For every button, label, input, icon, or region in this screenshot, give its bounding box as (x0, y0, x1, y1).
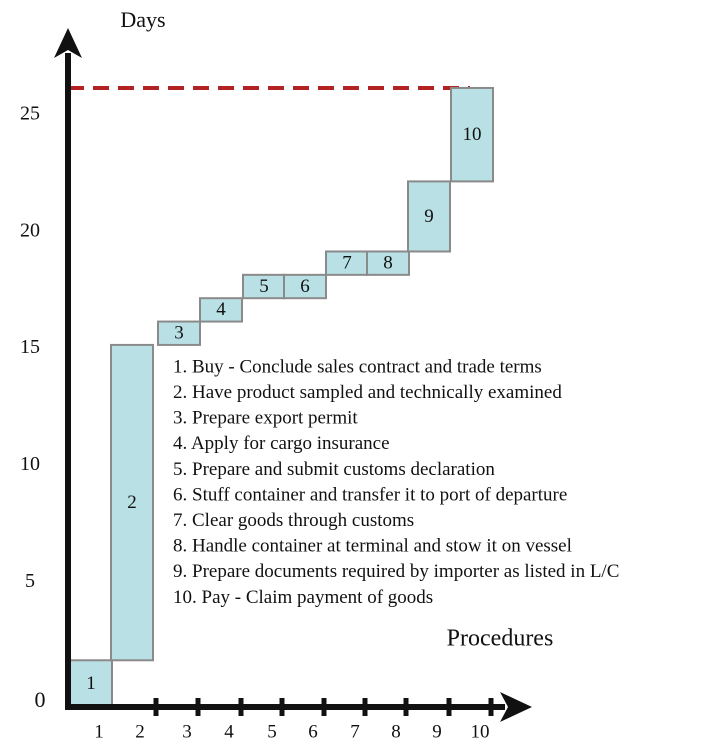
bar (199, 297, 243, 323)
y-tick-label: 20 (20, 219, 40, 241)
bar-label: 5 (259, 276, 269, 297)
bar-label: 6 (300, 276, 310, 297)
x-tick-label: 7 (350, 721, 360, 742)
legend-item: 2. Have product sampled and technically … (173, 382, 562, 403)
y-axis-arrow (54, 28, 82, 58)
legend-item: 10. Pay - Claim payment of goods (173, 587, 433, 608)
bar (407, 180, 451, 253)
bar (450, 86, 494, 183)
x-tick-label: 1 (94, 721, 104, 742)
bar-label: 9 (424, 206, 434, 227)
x-tick-label: 8 (391, 721, 401, 742)
x-tick-label: 6 (308, 721, 318, 742)
x-tick-label: 5 (267, 721, 277, 742)
legend-item: 1. Buy - Conclude sales contract and tra… (173, 356, 542, 377)
bar-label: 8 (383, 253, 393, 274)
x-tick-label: 2 (135, 721, 145, 742)
x-tick-label: 10 (471, 721, 490, 742)
x-tick-label: 4 (224, 721, 234, 742)
y-tick-label: 15 (20, 336, 40, 358)
bar (110, 343, 154, 662)
bar-label: 4 (216, 299, 226, 320)
y-tick-label: 25 (20, 103, 40, 125)
legend-item: 9. Prepare documents required by importe… (173, 561, 619, 582)
y-axis-label: Days (120, 7, 165, 32)
legend-item: 6. Stuff container and transfer it to po… (173, 484, 567, 505)
bar (69, 659, 113, 709)
x-tick-label: 9 (432, 721, 442, 742)
x-tick-label: 3 (182, 721, 192, 742)
bar (157, 320, 201, 346)
legend-item: 3. Prepare export permit (173, 408, 358, 429)
origin-label: 0 (35, 687, 46, 712)
bar-label: 10 (463, 124, 482, 145)
bar (366, 250, 410, 276)
y-tick-label: 5 (25, 570, 35, 592)
bar-label: 7 (342, 253, 352, 274)
bar-label: 3 (174, 323, 184, 344)
x-axis-label: Procedures (447, 626, 554, 652)
bar-label: 2 (127, 492, 137, 513)
bar (283, 273, 327, 300)
bar-label: 1 (86, 673, 96, 694)
legend-item: 4. Apply for cargo insurance (173, 433, 390, 454)
x-axis-arrow (500, 692, 532, 722)
legend-item: 8. Handle container at terminal and stow… (173, 536, 572, 557)
y-tick-label: 10 (20, 453, 40, 475)
legend-item: 7. Clear goods through customs (173, 510, 414, 531)
legend-item: 5. Prepare and submit customs declaratio… (173, 459, 495, 480)
